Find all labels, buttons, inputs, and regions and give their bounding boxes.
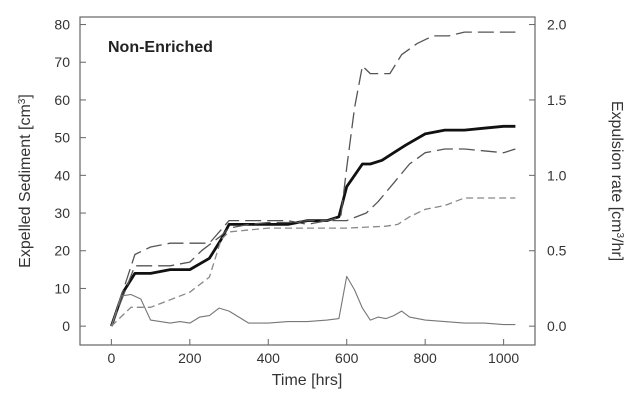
y-left-title-end: ] — [17, 94, 34, 98]
y-left-axis-title: Expelled Sediment [cm3] — [17, 94, 35, 268]
y-left-tick-label: 10 — [54, 280, 70, 296]
series-layer — [110, 31, 516, 327]
y-right-tick-label: 0.5 — [547, 243, 567, 259]
x-axis-ticks: 0 200 400 600 800 1000 — [107, 339, 519, 366]
x-tick-label: 600 — [335, 350, 359, 366]
series-line-thick-solid — [110, 124, 516, 327]
chart-title: Non-Enriched — [108, 39, 213, 56]
y-left-tick-label: 0 — [62, 318, 70, 334]
y-left-tick-label: 60 — [54, 92, 70, 108]
series-line-thin-solid-rate — [110, 275, 516, 327]
x-tick-label: 1000 — [488, 350, 519, 366]
x-tick-label: 400 — [257, 350, 281, 366]
series-line-long-dash-middle — [110, 148, 516, 327]
y-right-tick-label: 0.0 — [547, 318, 567, 334]
y-left-tick-label: 70 — [54, 54, 70, 70]
y-left-tick-label: 50 — [54, 130, 70, 146]
y-left-tick-label: 20 — [54, 243, 70, 259]
x-axis-title: Time [hrs] — [272, 372, 343, 389]
y-right-axis-title: Expulsion rate [cm3/hr] — [608, 101, 626, 261]
y-right-axis-ticks: 0.0 0.5 1.0 1.5 2.0 — [529, 17, 567, 334]
y-right-title-sup: 3 — [615, 232, 626, 238]
y-left-title-sup: 3 — [17, 98, 28, 104]
y-right-tick-label: 1.0 — [547, 167, 567, 183]
x-tick-label: 800 — [413, 350, 437, 366]
y-right-tick-label: 1.5 — [547, 92, 567, 108]
x-tick-label: 200 — [178, 350, 202, 366]
x-tick-label: 0 — [107, 350, 115, 366]
y-right-tick-label: 2.0 — [547, 17, 567, 33]
y-left-axis-ticks: 0 10 20 30 40 50 60 70 80 — [54, 17, 86, 334]
y-right-title-main: Expulsion rate [cm — [608, 101, 625, 233]
series-line-long-dash-upper — [110, 31, 516, 327]
series-line-short-dash-lower — [110, 197, 516, 327]
y-left-title-main: Expelled Sediment [cm — [17, 104, 34, 268]
y-left-tick-label: 30 — [54, 205, 70, 221]
y-left-tick-label: 40 — [54, 167, 70, 183]
plot-frame — [79, 16, 536, 346]
y-right-title-end: /hr] — [608, 238, 625, 261]
y-left-tick-label: 80 — [54, 17, 70, 33]
